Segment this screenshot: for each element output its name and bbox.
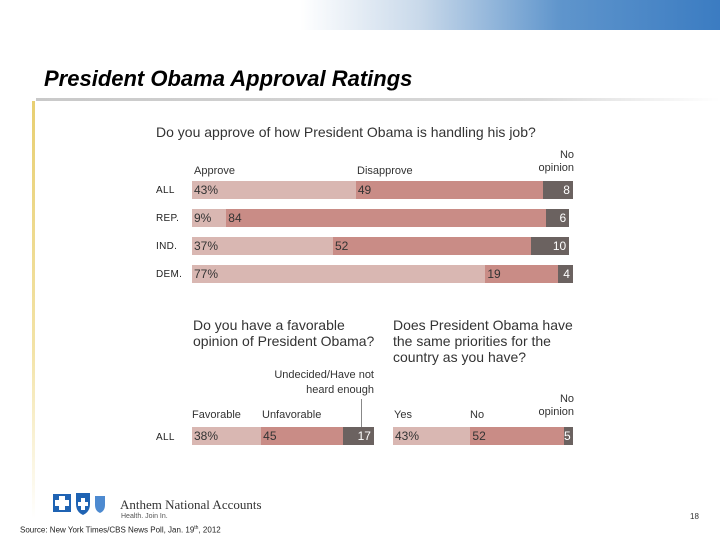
title-divider — [36, 98, 720, 101]
chart2-data-label: 38% — [194, 429, 219, 443]
blue-cross-blue-shield-logo — [53, 493, 105, 515]
chart1-bar-segment-approve — [192, 265, 486, 283]
page-number: 18 — [690, 512, 699, 521]
chart3-bar-all: 43% 52 5 — [393, 427, 573, 445]
source-year: , 2012 — [198, 525, 221, 535]
chart3-data-label: 5 — [564, 429, 571, 443]
chart2-bar-segment-no-opinion — [343, 427, 374, 445]
source-note: Source: New York Times/CBS News Poll, Ja… — [20, 525, 221, 535]
chart2-legend-unfavorable: Unfavorable — [262, 409, 322, 421]
chart1-bar-segment-no-opinion — [531, 237, 570, 255]
chart1-legend-approve: Approve — [194, 165, 235, 177]
chart2-leader-line — [361, 399, 362, 427]
chart2-bar-segment-approve — [192, 427, 262, 445]
chart3-bar-segment-disapprove — [470, 427, 564, 445]
chart3-data-label: 43% — [395, 429, 420, 443]
chart1-bar-segment-disapprove — [332, 237, 532, 255]
brand-name: Anthem National Accounts — [120, 497, 262, 512]
chart1-bar-dem: 77% 19 4 — [192, 265, 573, 283]
source-ordinal: th — [194, 525, 199, 531]
chart3-legend-no-opinion: No opinion — [538, 393, 574, 418]
chart1-bar-segment-no-opinion — [546, 209, 570, 227]
source-text: Source: New York Times/CBS News Poll, Ja… — [20, 525, 195, 535]
chart1-bar-rep: 9% 84 6 — [192, 209, 573, 227]
chart1-bar-all: 43% 49 8 — [192, 181, 573, 199]
chart1-row-label-rep: REP. — [156, 213, 180, 224]
chart1-legend-no-opinion: No opinion — [538, 149, 574, 174]
chart3-legend-no: No — [470, 409, 485, 421]
chart1-row-label-ind: IND. — [156, 241, 178, 252]
chart2-question: Do you have a favorable opinion of Presi… — [193, 317, 375, 349]
chart1-bar-segment-approve — [192, 237, 333, 255]
chart2-bar-segment-disapprove — [261, 427, 344, 445]
chart1-data-label: 49 — [357, 183, 372, 197]
top-accent-bar — [0, 0, 720, 30]
slide-title: President Obama Approval Ratings — [44, 66, 413, 91]
chart1-data-label: 6 — [559, 211, 567, 225]
chart1-bar-segment-approve — [192, 209, 227, 227]
chart1-data-label: 43% — [194, 183, 219, 197]
chart3-data-label: 52 — [472, 429, 486, 443]
chart1-question: Do you approve of how President Obama is… — [156, 124, 536, 140]
chart3-question: Does President Obama have the same prior… — [393, 317, 573, 365]
chart1-data-label: 77% — [194, 267, 219, 281]
chart2-bar-all: 38% 45 17 — [192, 427, 374, 445]
chart1-data-label: 9% — [194, 211, 212, 225]
chart1-row-label-all: ALL — [156, 185, 175, 196]
left-accent-line — [32, 101, 35, 519]
chart3-legend-yes: Yes — [394, 409, 412, 421]
chart2-data-label: 45 — [263, 429, 277, 443]
chart1-bar-segment-approve — [192, 181, 356, 199]
chart1-data-label: 37% — [194, 239, 219, 253]
chart1-row-label-dem: DEM. — [156, 269, 183, 280]
chart1-bar-segment-no-opinion — [542, 181, 573, 199]
brand-tagline: Health. Join In. — [121, 513, 168, 520]
chart1-bar-segment-disapprove — [226, 209, 547, 227]
chart1-legend-disapprove: Disapprove — [357, 165, 413, 177]
chart1-data-label: 4 — [563, 267, 570, 281]
chart2-legend-favorable: Favorable — [192, 409, 241, 421]
chart2-legend-undecided: Undecided/Have not heard enough — [274, 369, 374, 396]
chart1-data-label: 10 — [552, 239, 567, 253]
chart1-data-label: 8 — [563, 183, 570, 197]
chart2-row-label-all: ALL — [156, 432, 175, 443]
chart1-bar-segment-no-opinion — [557, 265, 573, 283]
chart1-bar-segment-disapprove — [485, 265, 558, 283]
chart2-data-label: 17 — [357, 429, 371, 443]
chart1-bar-ind: 37% 52 10 — [192, 237, 573, 255]
chart1-data-label: 52 — [334, 239, 349, 253]
chart3-bar-segment-no-opinion — [564, 427, 573, 445]
chart3-bar-segment-approve — [393, 427, 471, 445]
chart1-data-label: 84 — [228, 211, 242, 225]
chart1-bar-segment-disapprove — [355, 181, 543, 199]
chart1-data-label: 19 — [487, 267, 501, 281]
